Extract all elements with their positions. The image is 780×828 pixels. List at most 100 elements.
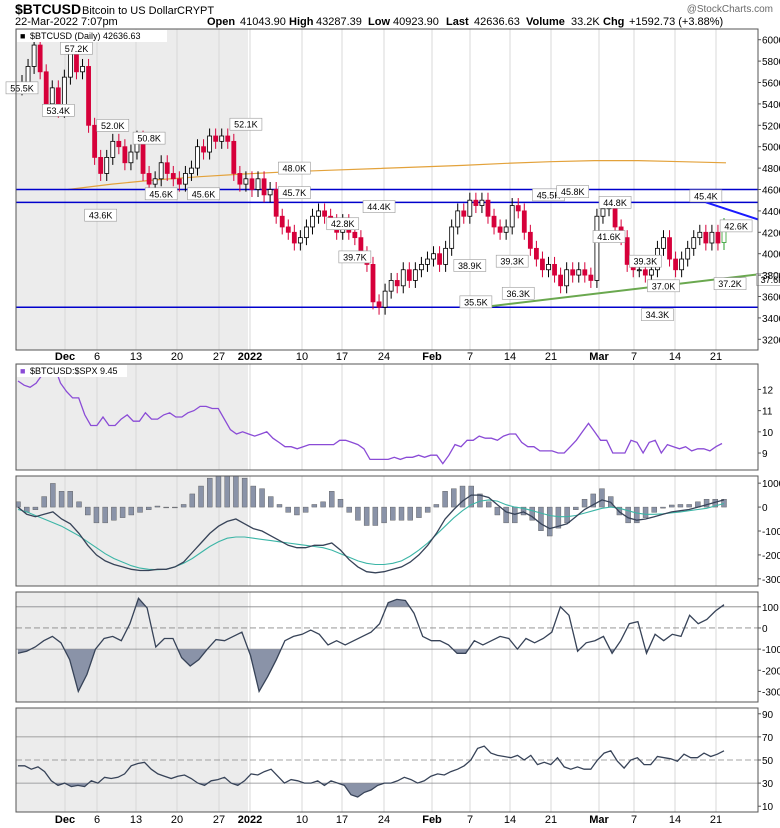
price-label: 52.0K xyxy=(101,121,125,131)
price-label: 44.8K xyxy=(603,198,627,208)
candle-body xyxy=(376,301,382,308)
candle-body xyxy=(31,44,37,67)
macd-histogram-bar xyxy=(555,506,562,529)
price-label-box xyxy=(689,189,723,203)
price-label: 53.4K xyxy=(47,106,71,116)
candle-body xyxy=(467,199,473,217)
macd-histogram-bar xyxy=(154,505,161,508)
legend-bg xyxy=(17,365,127,377)
macd-histogram-bar xyxy=(329,491,335,508)
macd-histogram-bar xyxy=(459,485,466,508)
candle-body xyxy=(679,258,685,271)
candle-body xyxy=(473,199,479,206)
price-label: 44.4K xyxy=(367,202,391,212)
watermark: @StockCharts.com xyxy=(687,4,773,15)
candle-body xyxy=(279,215,285,228)
price-label-box xyxy=(495,254,529,268)
candle-body xyxy=(485,199,491,217)
y-tick-label: 70 xyxy=(762,733,774,744)
price-label: 35.5K xyxy=(464,297,488,307)
candle-body xyxy=(74,52,79,73)
candle-body xyxy=(285,226,291,233)
candle-body xyxy=(92,124,98,158)
x-tick-label: Dec xyxy=(55,351,75,363)
date-label: 22-Mar-2022 7:07pm xyxy=(15,16,118,28)
y-tick-label: 48000 xyxy=(762,164,780,175)
macd-histogram-bar xyxy=(320,501,326,508)
price-label-box xyxy=(326,217,360,231)
macd-histogram-bar xyxy=(512,506,518,524)
macd-signal-line xyxy=(17,499,725,571)
price-label: 45.6K xyxy=(149,189,173,199)
candle-body xyxy=(479,199,485,206)
y-tick-label: -3000 xyxy=(762,575,780,586)
y-tick-label: 56000 xyxy=(762,79,780,90)
candle-body xyxy=(412,269,418,281)
macd-histogram-bar xyxy=(564,506,570,524)
ratio-line xyxy=(17,365,723,465)
price-label-box xyxy=(459,295,493,309)
candle-body xyxy=(116,140,122,148)
x-tick-label: 14 xyxy=(669,814,681,826)
candle-body xyxy=(225,135,231,142)
candle-body xyxy=(491,215,497,228)
candle-body xyxy=(382,290,388,308)
price-label-box xyxy=(187,187,220,201)
chg-label: Chg xyxy=(603,16,624,28)
candle-body xyxy=(267,189,273,196)
candle-body xyxy=(249,178,255,190)
candle-body xyxy=(697,231,703,239)
price-label-box xyxy=(598,196,632,209)
macd-histogram-bar xyxy=(529,506,535,521)
y-tick-label: 32000 xyxy=(762,335,780,346)
x-tick-label: 21 xyxy=(710,351,722,363)
candle-body xyxy=(128,151,134,164)
candle-body xyxy=(49,87,55,105)
candle-body xyxy=(497,226,503,233)
price-label: 45.6K xyxy=(192,189,216,199)
macd-histogram-bar xyxy=(233,476,239,508)
candle-body xyxy=(152,178,158,185)
low-label: Low xyxy=(368,16,390,28)
year-shade xyxy=(16,592,248,702)
x-tick-label: Feb xyxy=(422,351,442,363)
y-tick-label: 100 xyxy=(762,603,779,614)
price-label-box xyxy=(556,185,590,198)
candle-body xyxy=(661,237,666,249)
candle-body xyxy=(255,178,261,190)
candle-body xyxy=(394,280,400,287)
price-label: 42.6K xyxy=(724,221,748,231)
price-label-box xyxy=(60,41,93,55)
rsi-panel: 90 70 50 30 10 xyxy=(15,707,774,813)
macd-plot-area xyxy=(16,476,727,574)
x-tick-label: 20 xyxy=(171,351,183,363)
macd-histogram-bar xyxy=(494,506,501,516)
y-tick-label: -300 xyxy=(762,687,780,698)
y-tick-label: 0 xyxy=(762,503,768,514)
x-tick-label: 7 xyxy=(631,351,637,363)
candle-body xyxy=(509,205,515,228)
x-tick-label: 21 xyxy=(710,814,722,826)
candle-body xyxy=(648,269,654,276)
y-tick-label: 34000 xyxy=(762,314,780,325)
macd-histogram-bar xyxy=(111,506,117,521)
candle-body xyxy=(455,210,461,228)
panel-border xyxy=(15,363,759,471)
rsi-fill-below xyxy=(54,783,385,797)
candle-body xyxy=(43,71,49,105)
y-tick-label: 44000 xyxy=(762,207,780,218)
legend-swatch: ■ xyxy=(20,31,25,41)
y-tick-label: 30 xyxy=(762,779,774,790)
macd-histogram-bar xyxy=(721,498,727,508)
macd-histogram-bar xyxy=(372,506,379,526)
price-label-box xyxy=(453,259,487,272)
exchange-label: CRYPT xyxy=(177,5,214,17)
candle-body xyxy=(703,231,709,244)
candle-body xyxy=(546,263,551,271)
ratio-plot-area xyxy=(17,365,723,465)
price-label-box xyxy=(338,250,372,264)
cci-line xyxy=(17,597,725,694)
candle-body xyxy=(515,205,521,212)
price-label: 39.3K xyxy=(500,257,524,267)
x-tick-label: 14 xyxy=(504,814,516,826)
